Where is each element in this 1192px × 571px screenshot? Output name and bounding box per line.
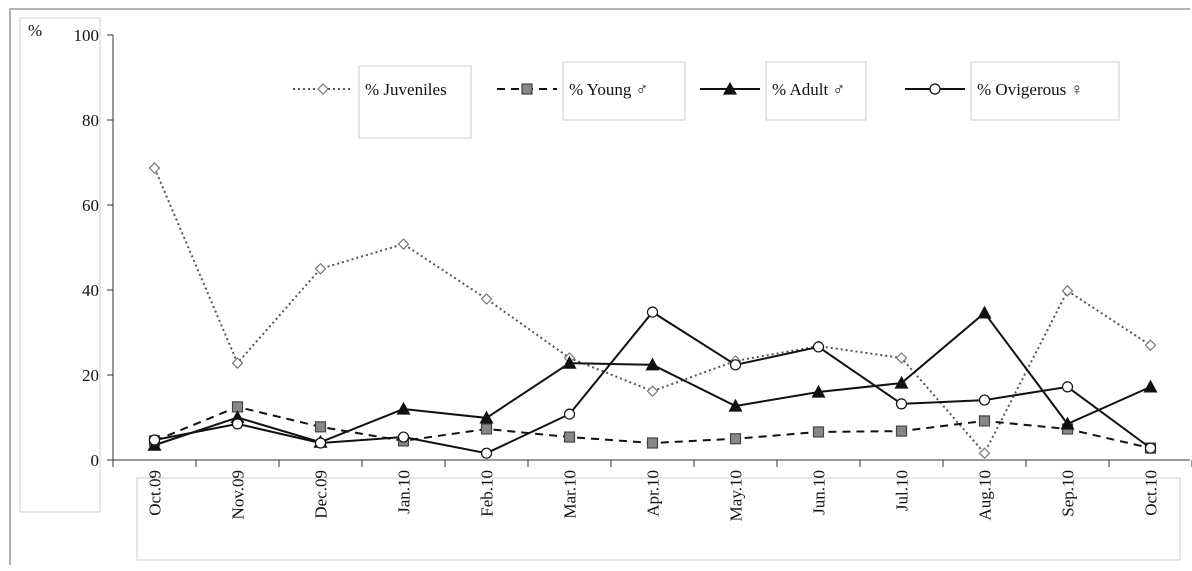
- marker: [977, 305, 992, 319]
- x-label-box: [136, 477, 1181, 561]
- marker: [396, 401, 411, 415]
- x-tick-label: Nov.09: [229, 470, 248, 519]
- marker: [1143, 379, 1158, 393]
- x-tick-label: Apr.10: [644, 470, 663, 517]
- marker: [148, 162, 161, 174]
- x-tick-label: Aug.10: [976, 470, 995, 521]
- y-tick-label: 0: [91, 451, 100, 470]
- marker: [646, 437, 659, 449]
- series: [148, 401, 1157, 454]
- marker: [812, 341, 825, 353]
- x-tick-label: Sep.10: [1059, 470, 1078, 517]
- marker: [646, 385, 659, 397]
- marker: [978, 394, 991, 406]
- marker: [314, 262, 327, 275]
- x-tick-label: Feb.10: [478, 470, 497, 517]
- marker: [480, 293, 493, 305]
- x-tick-label: Dec.09: [312, 470, 331, 519]
- y-label-box: [19, 17, 101, 513]
- x-tick-label: Jul.10: [893, 470, 912, 511]
- x-tick-label: Mar.10: [561, 470, 580, 519]
- marker: [895, 352, 908, 364]
- marker: [397, 431, 410, 443]
- marker: [812, 426, 825, 438]
- marker: [480, 423, 493, 435]
- legend-box: [562, 61, 686, 121]
- marker: [563, 431, 576, 443]
- y-tick-label: 80: [82, 111, 99, 130]
- marker: [231, 357, 244, 369]
- marker: [521, 83, 533, 95]
- marker: [397, 238, 410, 250]
- marker: [811, 384, 826, 398]
- marker: [480, 447, 493, 459]
- y-axis-label: %: [28, 21, 42, 40]
- marker: [895, 425, 908, 437]
- marker: [562, 355, 577, 369]
- line: [154, 310, 1152, 455]
- marker: [729, 433, 742, 445]
- legend-box: [970, 61, 1120, 121]
- legend-label: % Juveniles: [365, 80, 447, 99]
- marker: [646, 306, 659, 318]
- line: [154, 311, 1151, 447]
- x-tick-label: Oct.10: [1142, 470, 1161, 516]
- legend-label: % Adult ♂: [772, 80, 845, 99]
- marker: [231, 418, 244, 430]
- y-tick-label: 20: [82, 366, 99, 385]
- marker: [728, 398, 743, 412]
- marker: [479, 410, 494, 424]
- marker: [894, 375, 909, 389]
- marker: [1144, 442, 1157, 454]
- legend-label: % Young ♂: [569, 80, 648, 99]
- marker: [1060, 416, 1075, 430]
- marker: [314, 437, 327, 449]
- marker: [563, 408, 576, 420]
- marker: [148, 434, 161, 446]
- frame: [9, 8, 1190, 565]
- marker: [314, 421, 327, 433]
- marker: [929, 83, 941, 95]
- series: [148, 306, 1157, 459]
- y-tick-label: 60: [82, 196, 99, 215]
- legend-label: % Ovigerous ♀: [977, 80, 1083, 99]
- marker: [1144, 339, 1157, 352]
- y-tick-label: 40: [82, 281, 99, 300]
- legend-box: [765, 61, 867, 121]
- marker: [895, 398, 908, 410]
- marker: [1061, 381, 1074, 393]
- marker: [645, 357, 660, 371]
- x-tick-label: Jun.10: [810, 470, 829, 515]
- marker: [722, 81, 738, 95]
- legend-box: [358, 65, 472, 139]
- x-tick-label: May.10: [727, 470, 746, 521]
- x-tick-label: Oct.09: [146, 470, 165, 516]
- marker: [978, 415, 991, 427]
- series: [147, 305, 1158, 451]
- marker: [317, 83, 329, 95]
- marker: [978, 447, 991, 460]
- y-tick-label: 100: [74, 26, 100, 45]
- marker: [1061, 285, 1074, 297]
- marker: [729, 359, 742, 371]
- x-tick-label: Jan.10: [395, 470, 414, 514]
